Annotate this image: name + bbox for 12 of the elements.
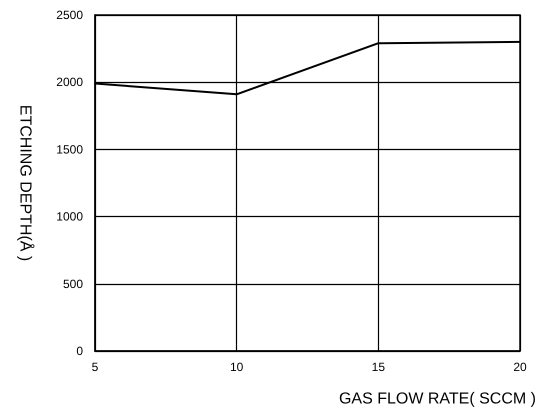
x-tick-label: 15 [372, 360, 386, 374]
y-tick-label: 2500 [56, 8, 84, 22]
y-axis-title: ETCHING DEPTH(Å ) [16, 104, 34, 262]
y-tick-label: 0 [76, 344, 84, 358]
x-tick-label: 10 [230, 360, 244, 374]
x-axis-title: GAS FLOW RATE( SCCM ) [338, 390, 536, 408]
y-tick-label: 1500 [56, 142, 84, 156]
x-tick-label: 5 [92, 360, 99, 374]
x-tick-label: 20 [513, 360, 527, 374]
y-tick-label: 500 [62, 276, 84, 291]
y-tick-label: 1000 [56, 210, 84, 224]
y-tick-label: 2000 [56, 75, 84, 90]
